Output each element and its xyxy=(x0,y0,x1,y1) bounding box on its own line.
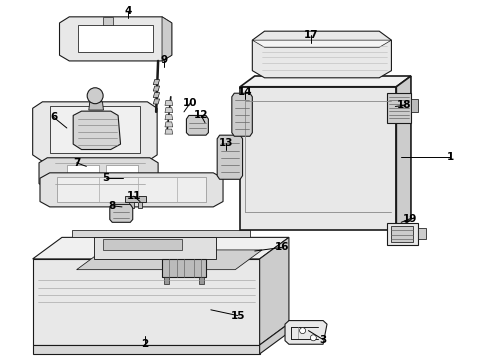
Polygon shape xyxy=(76,250,262,270)
Text: 5: 5 xyxy=(102,173,109,183)
Polygon shape xyxy=(125,196,147,202)
Polygon shape xyxy=(165,108,173,113)
Polygon shape xyxy=(252,31,392,78)
Text: 11: 11 xyxy=(126,191,141,201)
Polygon shape xyxy=(67,165,98,182)
Text: 4: 4 xyxy=(124,6,131,16)
Polygon shape xyxy=(57,177,206,202)
Polygon shape xyxy=(73,111,121,149)
Polygon shape xyxy=(153,86,160,91)
Polygon shape xyxy=(240,76,411,87)
Polygon shape xyxy=(232,93,252,136)
Polygon shape xyxy=(240,87,396,230)
Polygon shape xyxy=(165,122,173,127)
Polygon shape xyxy=(285,320,327,344)
Text: 18: 18 xyxy=(396,100,411,111)
Text: 1: 1 xyxy=(446,152,454,162)
Text: 7: 7 xyxy=(73,158,80,168)
Polygon shape xyxy=(33,345,260,354)
Circle shape xyxy=(87,88,103,104)
Polygon shape xyxy=(165,129,173,134)
Polygon shape xyxy=(33,237,289,259)
Polygon shape xyxy=(162,259,206,277)
Polygon shape xyxy=(138,202,143,208)
Text: 6: 6 xyxy=(50,112,57,122)
Polygon shape xyxy=(252,40,392,47)
Polygon shape xyxy=(165,115,173,120)
Polygon shape xyxy=(418,228,426,239)
Polygon shape xyxy=(40,173,223,207)
Text: 8: 8 xyxy=(109,201,116,211)
Polygon shape xyxy=(392,226,414,242)
Polygon shape xyxy=(110,204,133,222)
Polygon shape xyxy=(260,323,289,354)
Text: 10: 10 xyxy=(183,98,197,108)
Polygon shape xyxy=(59,17,172,61)
Polygon shape xyxy=(153,80,160,85)
Circle shape xyxy=(299,328,306,334)
Polygon shape xyxy=(33,102,157,161)
Polygon shape xyxy=(72,230,250,237)
Polygon shape xyxy=(165,100,173,105)
Polygon shape xyxy=(387,223,418,244)
Polygon shape xyxy=(260,237,289,345)
Circle shape xyxy=(310,335,317,341)
Text: 19: 19 xyxy=(403,214,417,224)
Polygon shape xyxy=(39,158,158,189)
Text: 12: 12 xyxy=(194,111,208,121)
Polygon shape xyxy=(153,93,160,98)
Polygon shape xyxy=(33,259,260,345)
Polygon shape xyxy=(103,17,113,25)
Polygon shape xyxy=(162,17,172,61)
Polygon shape xyxy=(217,135,243,179)
Polygon shape xyxy=(387,93,411,123)
Polygon shape xyxy=(78,25,153,51)
Polygon shape xyxy=(198,277,203,284)
Text: 9: 9 xyxy=(161,55,168,65)
Text: 14: 14 xyxy=(238,87,252,97)
Polygon shape xyxy=(94,237,216,259)
Polygon shape xyxy=(153,99,160,104)
Text: 17: 17 xyxy=(304,30,318,40)
Polygon shape xyxy=(165,277,170,284)
Polygon shape xyxy=(129,202,134,208)
Polygon shape xyxy=(411,99,418,112)
Text: 3: 3 xyxy=(319,334,327,345)
Text: 13: 13 xyxy=(219,139,234,148)
Polygon shape xyxy=(396,76,411,230)
Polygon shape xyxy=(106,165,138,182)
Polygon shape xyxy=(50,107,140,153)
Polygon shape xyxy=(186,116,208,135)
Polygon shape xyxy=(103,239,182,250)
Text: 15: 15 xyxy=(230,311,245,320)
Polygon shape xyxy=(89,102,103,110)
Text: 16: 16 xyxy=(274,242,289,252)
Text: 2: 2 xyxy=(141,339,148,349)
